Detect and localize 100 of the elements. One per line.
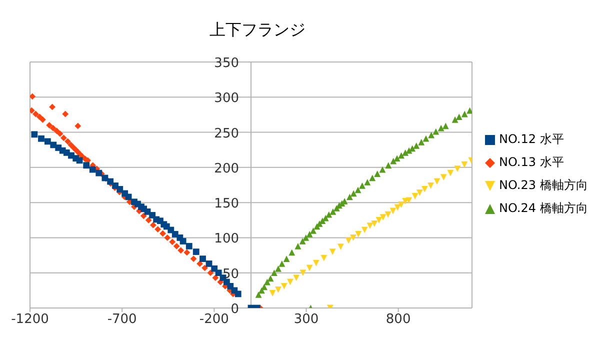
point — [306, 231, 313, 238]
point — [440, 174, 447, 180]
point — [398, 201, 404, 208]
point — [428, 182, 434, 189]
point — [38, 135, 44, 142]
point — [300, 270, 306, 276]
point — [438, 124, 444, 132]
point — [320, 254, 328, 262]
point — [456, 114, 462, 120]
point — [329, 248, 336, 255]
point — [30, 93, 36, 100]
point — [40, 116, 46, 123]
point — [432, 128, 440, 135]
point — [275, 265, 282, 272]
legend-label: NO.24 橋軸方向 — [499, 200, 588, 217]
point — [275, 286, 282, 293]
point — [173, 242, 180, 250]
point — [288, 249, 296, 256]
point — [264, 278, 270, 286]
point — [359, 182, 366, 189]
point — [394, 204, 401, 211]
point — [280, 283, 288, 290]
point — [326, 211, 332, 218]
point — [196, 260, 203, 267]
point — [49, 104, 56, 110]
point — [346, 194, 353, 200]
point — [350, 234, 356, 241]
point — [255, 291, 262, 298]
point — [355, 231, 362, 238]
point — [56, 130, 64, 137]
point — [50, 124, 56, 132]
point — [83, 162, 90, 169]
point — [164, 234, 171, 241]
point — [140, 212, 147, 220]
point — [206, 260, 212, 267]
y-tick-label: 200 — [214, 161, 239, 176]
point — [150, 222, 156, 228]
point — [371, 220, 378, 227]
point — [461, 161, 468, 168]
point — [350, 190, 357, 197]
point — [76, 157, 83, 164]
point — [269, 290, 276, 296]
point — [267, 275, 274, 282]
point — [169, 238, 176, 246]
point — [421, 186, 428, 192]
point — [452, 116, 458, 123]
point — [302, 234, 310, 241]
point — [442, 122, 449, 130]
point — [366, 222, 374, 229]
point — [418, 138, 425, 146]
point — [322, 214, 329, 222]
point — [380, 214, 386, 221]
y-tick-label: 150 — [214, 196, 239, 212]
point — [354, 186, 362, 194]
y-tick-label: 100 — [214, 232, 239, 247]
x-tick-label: 800 — [386, 312, 411, 328]
point — [390, 158, 397, 164]
point — [369, 174, 376, 182]
point — [409, 145, 416, 152]
point — [64, 138, 71, 145]
point — [234, 290, 242, 298]
point — [293, 274, 300, 281]
x-tick-label: -700 — [107, 312, 137, 328]
point — [154, 226, 162, 232]
point — [428, 132, 434, 138]
point — [376, 216, 382, 224]
point — [312, 260, 320, 266]
point — [215, 270, 222, 276]
point — [186, 242, 192, 250]
point — [330, 208, 336, 215]
point — [413, 142, 420, 149]
point — [200, 256, 206, 262]
point — [385, 162, 392, 169]
point — [32, 110, 39, 118]
point — [345, 237, 352, 244]
point — [261, 284, 268, 290]
point — [319, 218, 326, 224]
point — [202, 264, 208, 272]
point — [60, 134, 67, 142]
y-tick-label: 0 — [230, 302, 239, 317]
point — [364, 178, 371, 186]
legend-label: NO.12 水平 — [499, 131, 564, 148]
point — [46, 122, 53, 128]
x-tick-label: 300 — [294, 312, 319, 328]
point — [454, 166, 461, 172]
point — [283, 256, 290, 262]
point — [74, 122, 82, 130]
point — [207, 270, 214, 276]
point — [422, 135, 430, 142]
point — [96, 170, 102, 176]
legend-label: NO.23 橋軸方向 — [499, 177, 588, 194]
point — [306, 264, 313, 272]
point — [398, 152, 404, 159]
point — [447, 170, 454, 176]
point — [394, 155, 400, 162]
point — [402, 149, 409, 156]
y-tick-label: 300 — [214, 91, 239, 106]
point — [466, 107, 472, 114]
y-tick-label: 250 — [214, 126, 239, 142]
point — [184, 249, 190, 256]
